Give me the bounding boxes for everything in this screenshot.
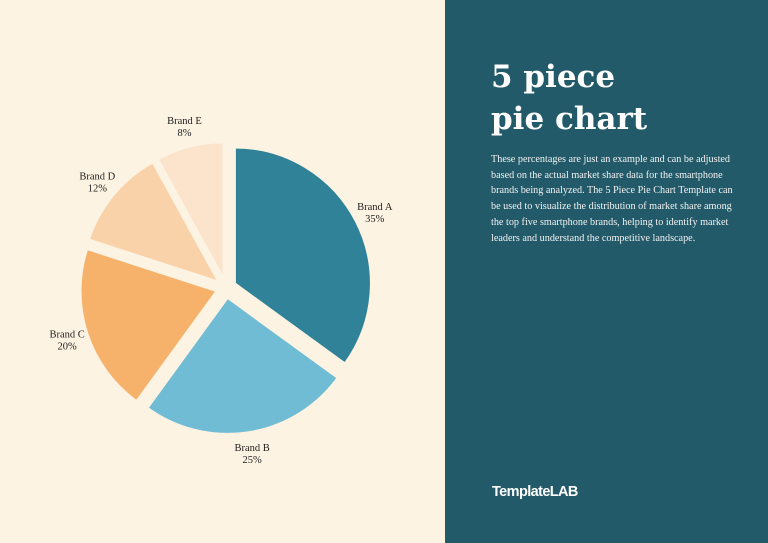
slice-label: Brand A bbox=[357, 202, 393, 213]
slice-value-label: 35% bbox=[365, 214, 385, 225]
title-line-1: 5 piece bbox=[491, 59, 616, 95]
pie-slice-brand-d bbox=[87, 161, 221, 284]
pie-slice-brand-b bbox=[146, 296, 339, 435]
slice-label: Brand B bbox=[234, 443, 269, 454]
slice-label: Brand D bbox=[79, 172, 115, 183]
slice-label: Brand C bbox=[50, 330, 85, 341]
pie-slice-brand-c bbox=[79, 247, 219, 403]
slice-value-label: 8% bbox=[177, 128, 191, 139]
slice-value-label: 25% bbox=[242, 455, 262, 466]
pie-slice-brand-e bbox=[156, 141, 225, 279]
description-text: These percentages are just an example an… bbox=[491, 154, 733, 244]
title-line-2: pie chart bbox=[491, 101, 648, 137]
slice-value-label: 20% bbox=[58, 342, 78, 353]
page-title: 5 piece pie chart bbox=[491, 56, 751, 140]
slice-value-label: 12% bbox=[88, 184, 108, 195]
pie-chart: Brand A35% Brand B25% Brand C20% Brand D12%… bbox=[50, 116, 393, 466]
slice-label: Brand E bbox=[167, 116, 202, 127]
info-panel: 5 piece pie chart These percentages are … bbox=[445, 0, 768, 543]
chart-panel: Brand A 35% Brand B 25% Brand C 20% Brand D 12%… bbox=[49, 116, 393, 466]
templatelab-logo: TemplateLAB bbox=[492, 484, 578, 500]
pie-slice-brand-a bbox=[233, 146, 372, 365]
